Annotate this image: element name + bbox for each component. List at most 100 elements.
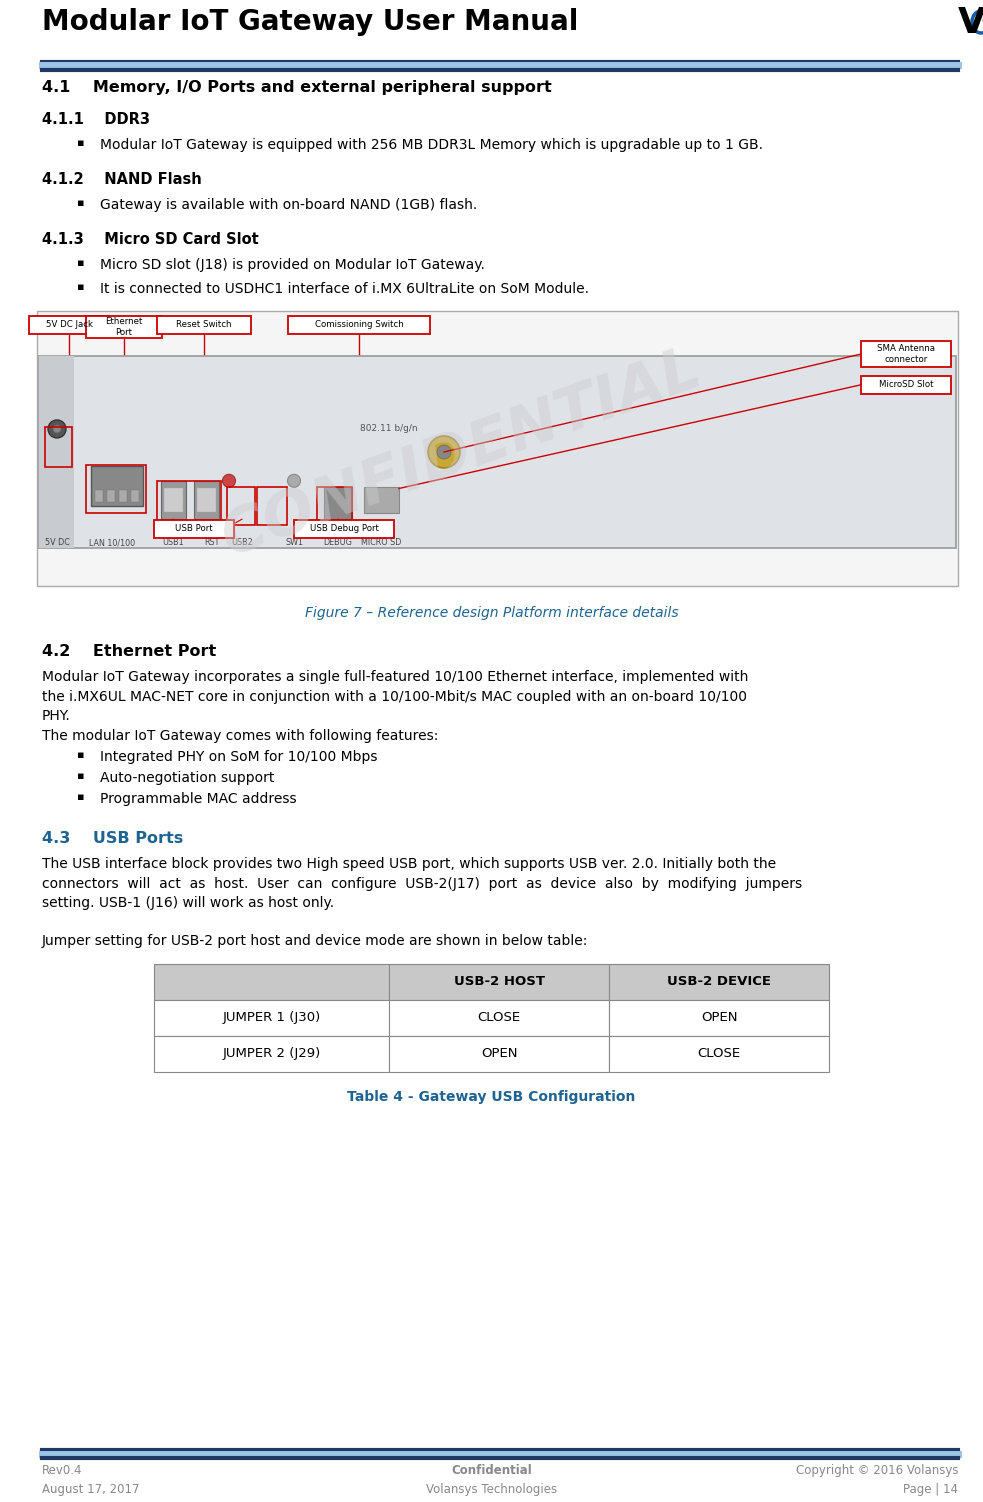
Text: PHY.: PHY. <box>42 709 71 722</box>
Text: setting. USB-1 (J16) will work as host only.: setting. USB-1 (J16) will work as host o… <box>42 897 334 910</box>
Bar <box>257 487 287 526</box>
Circle shape <box>53 425 61 433</box>
Text: LAN 10/100: LAN 10/100 <box>88 538 135 547</box>
Bar <box>154 520 234 538</box>
Text: JUMPER 2 (J29): JUMPER 2 (J29) <box>222 1047 320 1060</box>
Text: USB Port: USB Port <box>175 524 212 533</box>
Text: 4.2    Ethernet Port: 4.2 Ethernet Port <box>42 644 216 659</box>
Bar <box>39 356 74 548</box>
Bar <box>107 490 115 502</box>
Text: SW1: SW1 <box>285 538 303 547</box>
Text: CONFIDENTIAL: CONFIDENTIAL <box>213 339 710 568</box>
Text: Modular IoT Gateway incorporates a single full-featured 10/100 Ethernet interfac: Modular IoT Gateway incorporates a singl… <box>42 670 748 683</box>
Bar <box>861 341 951 366</box>
Bar <box>154 999 389 1035</box>
Bar <box>194 481 219 520</box>
Bar <box>164 488 183 512</box>
Text: Confidential: Confidential <box>451 1464 532 1476</box>
Bar <box>288 315 430 333</box>
Text: Ethernet
Port: Ethernet Port <box>105 317 143 336</box>
Bar <box>161 481 186 520</box>
Text: USB Debug Port: USB Debug Port <box>310 524 378 533</box>
Text: ▪: ▪ <box>77 792 85 802</box>
Text: Modular IoT Gateway User Manual: Modular IoT Gateway User Manual <box>42 8 578 36</box>
Bar <box>154 1035 389 1071</box>
Text: Reset Switch: Reset Switch <box>176 320 232 329</box>
Circle shape <box>428 436 460 469</box>
Text: 4.1    Memory, I/O Ports and external peripheral support: 4.1 Memory, I/O Ports and external perip… <box>42 80 551 95</box>
Text: DEBUG: DEBUG <box>323 538 353 547</box>
Text: ▪: ▪ <box>77 749 85 760</box>
Bar <box>86 315 162 338</box>
Text: Integrated PHY on SoM for 10/100 Mbps: Integrated PHY on SoM for 10/100 Mbps <box>100 749 377 765</box>
Text: The modular IoT Gateway comes with following features:: The modular IoT Gateway comes with follo… <box>42 728 438 742</box>
Bar <box>389 963 609 999</box>
Bar <box>324 487 352 520</box>
Bar <box>389 999 609 1035</box>
Bar <box>861 376 951 394</box>
Bar <box>157 315 251 333</box>
Text: Gateway is available with on-board NAND (1GB) flash.: Gateway is available with on-board NAND … <box>100 198 478 212</box>
Circle shape <box>287 475 301 487</box>
Bar <box>154 963 389 999</box>
Bar <box>609 1035 829 1071</box>
Text: August 17, 2017: August 17, 2017 <box>42 1482 140 1496</box>
Text: ▪: ▪ <box>77 258 85 267</box>
Bar <box>119 490 127 502</box>
Text: 802.11 b/g/n: 802.11 b/g/n <box>360 425 418 434</box>
Text: Rev0.4: Rev0.4 <box>42 1464 83 1476</box>
Bar <box>294 520 394 538</box>
Bar <box>197 488 216 512</box>
Text: CLOSE: CLOSE <box>478 1011 521 1024</box>
Text: USB1: USB1 <box>162 538 184 547</box>
Text: Programmable MAC address: Programmable MAC address <box>100 792 297 807</box>
Text: Modular IoT Gateway is equipped with 256 MB DDR3L Memory which is upgradable up : Modular IoT Gateway is equipped with 256… <box>100 138 763 152</box>
Text: JUMPER 1 (J30): JUMPER 1 (J30) <box>222 1011 320 1024</box>
Text: RST: RST <box>204 538 219 547</box>
Text: MICRO SD: MICRO SD <box>361 538 401 547</box>
Bar <box>39 356 956 548</box>
Text: V: V <box>958 6 983 41</box>
Bar <box>609 999 829 1035</box>
Text: OLANSYS: OLANSYS <box>980 6 983 41</box>
Text: Jumper setting for USB-2 port host and device mode are shown in below table:: Jumper setting for USB-2 port host and d… <box>42 934 589 948</box>
Text: ▪: ▪ <box>77 198 85 207</box>
Bar <box>95 490 103 502</box>
Bar <box>91 466 143 506</box>
Bar <box>29 315 109 333</box>
Text: OPEN: OPEN <box>481 1047 517 1060</box>
Text: OPEN: OPEN <box>701 1011 737 1024</box>
Text: the i.MX6UL MAC-NET core in conjunction with a 10/100-Mbit/s MAC coupled with an: the i.MX6UL MAC-NET core in conjunction … <box>42 689 747 703</box>
Bar <box>609 963 829 999</box>
Text: ▪: ▪ <box>77 282 85 291</box>
Text: 5V DC: 5V DC <box>44 538 70 547</box>
Bar <box>37 311 958 586</box>
Text: 4.1.1    DDR3: 4.1.1 DDR3 <box>42 113 150 128</box>
Bar <box>389 1035 609 1071</box>
Text: Copyright © 2016 Volansys: Copyright © 2016 Volansys <box>795 1464 958 1476</box>
Text: USB2: USB2 <box>231 538 253 547</box>
Circle shape <box>48 421 66 439</box>
Text: connectors  will  act  as  host.  User  can  configure  USB-2(J17)  port  as  de: connectors will act as host. User can co… <box>42 877 802 891</box>
Text: Volansys Technologies: Volansys Technologies <box>426 1482 557 1496</box>
Text: 5V DC Jack: 5V DC Jack <box>45 320 92 329</box>
Text: It is connected to USDHC1 interface of i.MX 6UltraLite on SoM Module.: It is connected to USDHC1 interface of i… <box>100 282 589 296</box>
Text: 4.3    USB Ports: 4.3 USB Ports <box>42 831 183 846</box>
Bar <box>157 481 221 526</box>
Bar <box>131 490 139 502</box>
Text: ▪: ▪ <box>77 138 85 149</box>
Circle shape <box>222 475 236 487</box>
Text: Auto-negotiation support: Auto-negotiation support <box>100 771 274 786</box>
Text: The USB interface block provides two High speed USB port, which supports USB ver: The USB interface block provides two Hig… <box>42 858 777 871</box>
Bar <box>317 487 352 526</box>
Text: CLOSE: CLOSE <box>697 1047 740 1060</box>
Text: ▪: ▪ <box>77 771 85 781</box>
Text: Micro SD slot (J18) is provided on Modular IoT Gateway.: Micro SD slot (J18) is provided on Modul… <box>100 258 485 272</box>
Text: Figure 7 – Reference design Platform interface details: Figure 7 – Reference design Platform int… <box>305 605 678 620</box>
Bar <box>45 428 72 467</box>
Text: USB-2 HOST: USB-2 HOST <box>453 975 545 988</box>
Text: USB-2 DEVICE: USB-2 DEVICE <box>667 975 771 988</box>
Text: SMA Antenna
connector: SMA Antenna connector <box>877 344 935 363</box>
Text: Page | 14: Page | 14 <box>903 1482 958 1496</box>
Text: Comissioning Switch: Comissioning Switch <box>315 320 403 329</box>
